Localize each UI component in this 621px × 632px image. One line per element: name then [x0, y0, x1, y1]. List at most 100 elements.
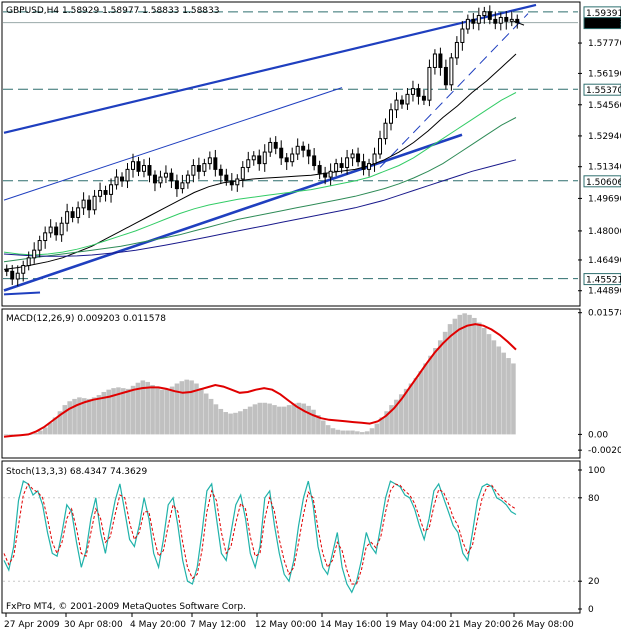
- chart-title: GBPUSD,H4 1.58929 1.58977 1.58833 1.5883…: [6, 6, 219, 16]
- candle: [399, 95, 404, 109]
- macd-histogram-bar: [238, 411, 243, 435]
- x-tick-label: 30 Apr 08:00: [64, 620, 123, 630]
- stoch-main-line: [3, 480, 517, 594]
- candle: [196, 157, 201, 180]
- macd-histogram-bar: [174, 383, 180, 435]
- stoch-pane: 100 80 20 0: [3, 466, 605, 615]
- candle: [169, 168, 174, 189]
- candle: [158, 170, 163, 188]
- macd-histogram-bar: [111, 388, 116, 435]
- candle: [493, 11, 498, 30]
- macd-histogram-bar: [345, 430, 350, 435]
- x-tick-label: 4 May 20:00: [130, 620, 186, 630]
- candle: [504, 11, 509, 30]
- candle: [218, 164, 223, 184]
- macd-histogram-bar: [52, 417, 58, 435]
- level-label: 1.50606: [586, 178, 621, 188]
- macd-histogram-bar: [199, 388, 204, 435]
- macd-histogram-bar: [8, 434, 14, 436]
- candle: [262, 144, 267, 172]
- macd-histogram-bar: [252, 404, 258, 435]
- macd-histogram-bar: [140, 380, 146, 435]
- macd-histogram-bar: [462, 313, 467, 435]
- price-y-tick-label: 1.46490: [588, 256, 621, 266]
- candle: [476, 7, 481, 31]
- macd-histogram-bar: [28, 434, 33, 435]
- macd-histogram-bar: [86, 398, 92, 435]
- price-pointer: [513, 20, 525, 26]
- candle: [421, 89, 426, 105]
- candle: [279, 140, 284, 165]
- candle: [345, 149, 350, 175]
- x-tick-label: 21 May 20:00: [449, 620, 511, 630]
- macd-histogram-bar: [213, 404, 219, 435]
- candle: [410, 80, 415, 102]
- candle: [180, 174, 185, 194]
- candle: [257, 149, 262, 171]
- macd-histogram-bar: [125, 388, 131, 435]
- candle: [306, 143, 311, 165]
- candle: [334, 158, 339, 177]
- stoch-header: Stoch(13,3,3) 68.4347 74.3629: [6, 467, 147, 477]
- candle: [290, 147, 295, 167]
- candle: [312, 148, 317, 171]
- candle: [383, 118, 388, 145]
- macd-histogram-bar: [82, 398, 87, 435]
- macd-histogram-bar: [403, 388, 409, 435]
- macd-histogram-bar: [384, 411, 389, 435]
- candle: [432, 49, 437, 75]
- candle: [43, 226, 48, 249]
- macd-histogram-bar: [184, 379, 189, 435]
- moving-average-line: [3, 53, 517, 270]
- candle: [235, 174, 240, 192]
- macd-header: MACD(12,26,9) 0.009203 0.011578: [6, 314, 166, 324]
- candle: [54, 222, 59, 241]
- macd-histogram-bar: [472, 317, 477, 435]
- macd-histogram-bar: [433, 348, 438, 435]
- macd-histogram-bar: [398, 394, 404, 435]
- candle: [92, 189, 97, 215]
- macd-histogram-bar: [481, 327, 487, 435]
- candle: [460, 21, 465, 51]
- macd-histogram-bar: [335, 429, 341, 435]
- candle: [482, 6, 487, 24]
- macd-histogram-bar: [145, 381, 150, 435]
- price-y-tick-label: 1.54560: [588, 101, 621, 111]
- macd-histogram-bar: [394, 399, 399, 435]
- level-label: 1.59391: [586, 9, 621, 19]
- level-label-box: [583, 175, 621, 188]
- candle: [465, 14, 470, 34]
- candle: [10, 264, 15, 285]
- trend-line: [3, 133, 463, 292]
- macd-histogram-bar: [369, 428, 375, 435]
- candle: [372, 147, 377, 172]
- level-label-box: [583, 17, 621, 30]
- candle: [59, 216, 64, 242]
- macd-histogram-bar: [408, 383, 414, 435]
- price-y-tick-label: 1.48000: [588, 227, 621, 237]
- macd-histogram-bar: [106, 389, 111, 435]
- macd-histogram-bar: [413, 378, 419, 435]
- candle: [174, 174, 179, 197]
- price-pane: 1.57770 1.56190 1.54560 1.52940 1.51340 1.496…: [3, 3, 621, 297]
- level-label-box: [583, 83, 621, 96]
- macd-histogram-bar: [150, 385, 155, 435]
- macd-histogram-bar: [38, 430, 43, 435]
- macd-histogram-bar: [77, 397, 82, 435]
- macd-histogram-bar: [306, 405, 311, 435]
- macd-histogram-bar: [355, 431, 360, 435]
- macd-y-tick-label: 0.015780: [588, 309, 621, 319]
- macd-y-tick-label: 0.00: [588, 430, 608, 440]
- candle: [185, 170, 190, 189]
- x-tick-label: 19 May 04:00: [385, 620, 447, 630]
- trend-line: [379, 13, 529, 168]
- candle: [163, 165, 168, 184]
- x-tick-label: 26 May 08:00: [512, 620, 574, 630]
- stoch-signal-line: [3, 482, 517, 585]
- candle: [152, 170, 157, 192]
- macd-histogram-bar: [47, 422, 53, 435]
- candle: [268, 137, 273, 157]
- candle: [136, 156, 141, 177]
